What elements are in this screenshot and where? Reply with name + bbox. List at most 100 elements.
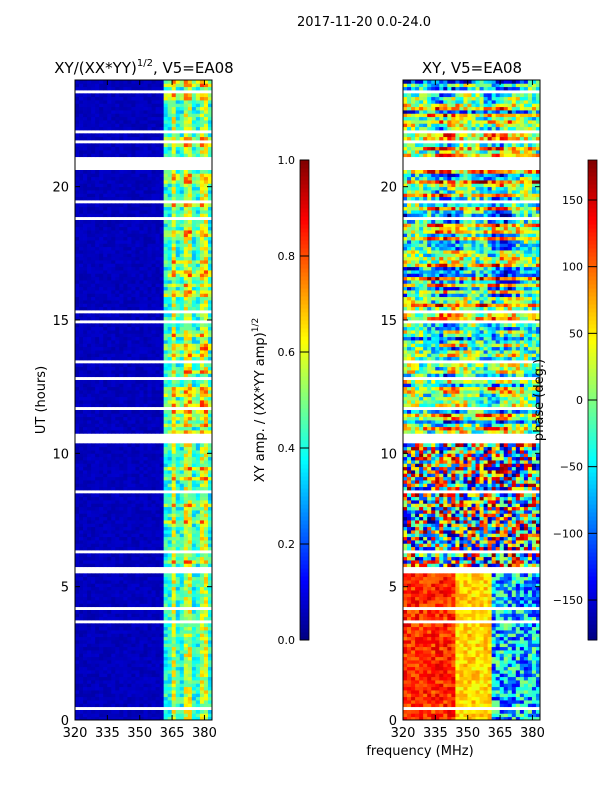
- heatmap-cell: [187, 400, 193, 404]
- heatmap-cell: [143, 303, 148, 308]
- heatmap-cell: [143, 450, 148, 454]
- heatmap-cell: [103, 463, 108, 468]
- heatmap-cell: [103, 193, 108, 198]
- heatmap-cell: [123, 223, 128, 228]
- heatmap-cell: [123, 633, 128, 638]
- heatmap-cell: [199, 413, 205, 418]
- heatmap-cell: [79, 530, 84, 534]
- heatmap-cell: [119, 483, 124, 488]
- heatmap-cell: [155, 183, 161, 188]
- heatmap-cell: [111, 263, 116, 268]
- heatmap-cell: [135, 456, 140, 461]
- heatmap-cell: [75, 220, 80, 224]
- heatmap-cell: [99, 396, 104, 401]
- heatmap-cell: [83, 716, 88, 721]
- heatmap-cell: [183, 473, 189, 478]
- heatmap-cell: [191, 653, 197, 658]
- heatmap-cell: [91, 546, 96, 551]
- heatmap-cell: [111, 530, 116, 534]
- heatmap-cell: [111, 253, 116, 258]
- heatmap-cell: [151, 190, 156, 194]
- heatmap-cell: [191, 256, 197, 261]
- heatmap-cell: [171, 573, 177, 578]
- heatmap-cell: [107, 646, 112, 651]
- heatmap-cell: [203, 226, 209, 231]
- heatmap-cell: [115, 323, 120, 328]
- heatmap-cell: [179, 503, 185, 508]
- heatmap-cell: [127, 396, 132, 401]
- heatmap-cell: [103, 526, 108, 531]
- heatmap-cell: [179, 286, 185, 291]
- heatmap-cell: [203, 533, 209, 538]
- heatmap-cell: [119, 600, 124, 604]
- heatmap-cell: [103, 270, 108, 274]
- heatmap-cell: [191, 173, 197, 178]
- heatmap-cell: [135, 443, 140, 448]
- heatmap-cell: [187, 323, 193, 328]
- heatmap-cell: [191, 326, 197, 331]
- heatmap-cell: [155, 223, 161, 228]
- heatmap-cell: [99, 420, 104, 424]
- heatmap-cell: [115, 333, 120, 338]
- heatmap-cell: [91, 206, 96, 211]
- heatmap-cell: [159, 643, 165, 648]
- heatmap-cell: [111, 243, 116, 248]
- heatmap-cell: [135, 506, 140, 511]
- heatmap-cell: [103, 516, 108, 521]
- heatmap-cell: [111, 486, 116, 491]
- heatmap-cell: [207, 526, 213, 531]
- heatmap-cell: [159, 700, 165, 704]
- heatmap-cell: [95, 503, 100, 508]
- heatmap-cell: [103, 556, 108, 561]
- heatmap-cell: [191, 323, 197, 328]
- heatmap-cell: [107, 443, 112, 448]
- heatmap-cell: [143, 290, 148, 294]
- heatmap-cell: [131, 443, 136, 448]
- heatmap-cell: [115, 340, 120, 344]
- heatmap-cell: [119, 430, 124, 434]
- heatmap-cell: [111, 226, 116, 231]
- heatmap-cell: [199, 596, 205, 601]
- heatmap-cell: [103, 416, 108, 421]
- heatmap-cell: [143, 443, 148, 448]
- heatmap-cell: [171, 670, 177, 674]
- heatmap-cell: [183, 716, 189, 721]
- heatmap-cell: [111, 603, 116, 608]
- heatmap-cell: [183, 533, 189, 538]
- heatmap-cell: [79, 203, 84, 208]
- heatmap-cell: [179, 250, 185, 254]
- heatmap-cell: [171, 593, 177, 598]
- heatmap-cell: [107, 556, 112, 561]
- heatmap-cell: [171, 303, 177, 308]
- heatmap-cell: [175, 646, 181, 651]
- heatmap-cell: [95, 283, 100, 288]
- heatmap-cell: [183, 296, 189, 301]
- heatmap-cell: [187, 176, 193, 181]
- heatmap-cell: [187, 596, 193, 601]
- heatmap-cell: [115, 233, 120, 238]
- heatmap-cell: [123, 416, 128, 421]
- heatmap-cell: [135, 173, 140, 178]
- heatmap-cell: [139, 466, 144, 471]
- heatmap-cell: [75, 186, 80, 191]
- heatmap-cell: [167, 330, 173, 334]
- heatmap-cell: [91, 600, 96, 604]
- heatmap-cell: [115, 206, 120, 211]
- heatmap-cell: [163, 453, 169, 458]
- heatmap-cell: [119, 616, 124, 621]
- heatmap-cell: [87, 686, 92, 691]
- heatmap-cell: [95, 353, 100, 358]
- heatmap-cell: [167, 683, 173, 688]
- heatmap-cell: [167, 586, 173, 591]
- heatmap-cell: [155, 546, 161, 551]
- heatmap-cell: [147, 666, 152, 671]
- heatmap-cell: [183, 266, 189, 271]
- heatmap-cell: [147, 640, 152, 644]
- heatmap-cell: [163, 636, 169, 641]
- heatmap-cell: [79, 596, 84, 601]
- heatmap-cell: [159, 306, 165, 311]
- heatmap-cell: [127, 503, 132, 508]
- heatmap-cell: [135, 186, 140, 191]
- heatmap-cell: [179, 510, 185, 514]
- heatmap-cell: [103, 596, 108, 601]
